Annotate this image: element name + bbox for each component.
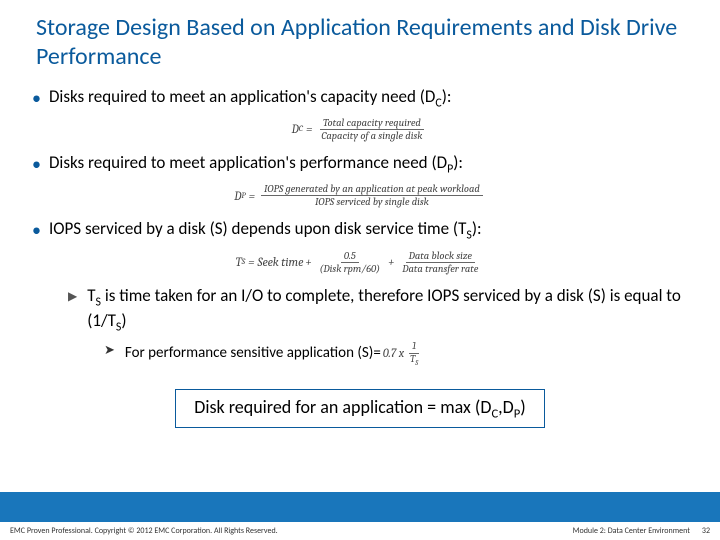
arrow-bullet-icon: ➤: [104, 343, 115, 367]
summary-box: Disk required for an application = max (…: [175, 389, 544, 429]
bullet-iops: • IOPS serviced by a disk (S) depends up…: [32, 218, 688, 243]
footer-blue-bar: [0, 492, 720, 522]
bullet-text: Disks required to meet an application's …: [49, 86, 688, 111]
slide-content: • Disks required to meet an application'…: [0, 82, 720, 540]
summary-box-wrap: Disk required for an application = max (…: [32, 389, 688, 429]
sub-sub-bullet-text: For performance sensitive application (S…: [125, 341, 688, 367]
footer-copyright: EMC Proven Professional. Copyright © 201…: [10, 526, 278, 536]
formula-ts: TS = Seek time + 0.5 (Disk rpm/60) + Dat…: [32, 250, 688, 275]
bullet-performance: • Disks required to meet application's p…: [32, 152, 688, 177]
footer-module: Module 2: Data Center Environment: [573, 526, 690, 536]
bullet-dot-icon: •: [32, 89, 41, 111]
bullet-text: IOPS serviced by a disk (S) depends upon…: [49, 218, 688, 243]
formula-dp: DP = IOPS generated by an application at…: [32, 183, 688, 208]
bullet-dot-icon: •: [32, 155, 41, 177]
bullet-capacity: • Disks required to meet an application'…: [32, 86, 688, 111]
bullet-text: Disks required to meet application's per…: [49, 152, 688, 177]
slide-title: Storage Design Based on Application Requ…: [0, 0, 720, 82]
sub-sub-bullet-s: ➤ For performance sensitive application …: [104, 341, 688, 367]
sub-bullet-ts: ▶ TS is time taken for an I/O to complet…: [68, 285, 688, 336]
triangle-bullet-icon: ▶: [68, 289, 77, 336]
footer-page-number: 32: [702, 526, 710, 536]
formula-dc: DC = Total capacity required Capacity of…: [32, 117, 688, 142]
formula-s: 0.7 x 1 TS: [383, 341, 424, 367]
bullet-dot-icon: •: [32, 221, 41, 243]
footer: EMC Proven Professional. Copyright © 201…: [0, 522, 720, 540]
sub-bullet-text: TS is time taken for an I/O to complete,…: [87, 285, 688, 336]
